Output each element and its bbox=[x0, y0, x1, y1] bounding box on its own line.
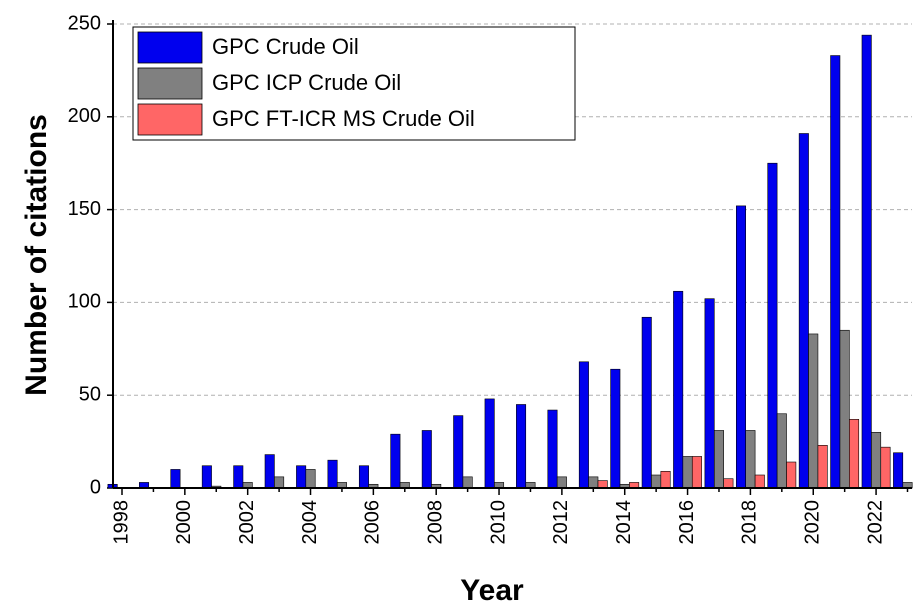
bar bbox=[484, 398, 495, 489]
bar bbox=[305, 469, 316, 489]
bar bbox=[786, 461, 797, 489]
bar bbox=[673, 290, 684, 489]
bar bbox=[798, 133, 809, 489]
bar bbox=[274, 476, 285, 489]
bar bbox=[691, 456, 702, 489]
x-tick-label: 2020 bbox=[802, 500, 824, 545]
bar bbox=[704, 298, 715, 489]
bar bbox=[839, 329, 850, 489]
bar bbox=[201, 465, 212, 489]
bar bbox=[893, 452, 904, 489]
bar bbox=[516, 404, 527, 489]
bar bbox=[264, 454, 275, 489]
legend: GPC Crude Oil GPC ICP Crude Oil GPC FT-ICR… bbox=[132, 26, 576, 141]
bar bbox=[808, 333, 819, 489]
y-axis-title: Number of citations bbox=[20, 114, 53, 396]
legend-label: GPC FT-ICR MS Crude Oil bbox=[212, 106, 475, 131]
x-tick-label: 1998 bbox=[110, 500, 132, 545]
x-tick-label: 2018 bbox=[739, 500, 761, 545]
bar bbox=[578, 361, 589, 489]
bar bbox=[682, 456, 693, 489]
bar bbox=[233, 465, 244, 489]
bar bbox=[817, 445, 828, 489]
legend-swatch bbox=[137, 67, 203, 100]
bar bbox=[754, 474, 765, 489]
y-tick-label: 150 bbox=[68, 198, 101, 220]
bar bbox=[713, 430, 724, 489]
bar bbox=[776, 413, 787, 489]
legend-swatch bbox=[137, 103, 203, 136]
bar bbox=[745, 430, 756, 489]
y-tick-label: 250 bbox=[68, 12, 101, 34]
bar bbox=[767, 162, 778, 489]
bar bbox=[651, 474, 662, 489]
x-tick-label: 2012 bbox=[550, 500, 572, 545]
x-tick-label: 2006 bbox=[362, 500, 384, 545]
y-tick-label: 100 bbox=[68, 291, 101, 313]
bar bbox=[588, 476, 599, 489]
bar bbox=[849, 419, 860, 489]
bar bbox=[296, 465, 307, 489]
bar bbox=[641, 316, 652, 489]
bar bbox=[830, 55, 841, 489]
bar bbox=[421, 430, 432, 489]
bar bbox=[390, 433, 401, 489]
y-tick-label: 200 bbox=[68, 105, 101, 127]
x-tick-label: 2000 bbox=[173, 500, 195, 545]
bar bbox=[597, 480, 608, 489]
bar bbox=[723, 478, 734, 489]
bar bbox=[358, 465, 369, 489]
legend-swatch bbox=[137, 31, 203, 64]
x-tick-label: 2008 bbox=[424, 500, 446, 545]
x-tick-label: 2002 bbox=[236, 500, 258, 545]
bar bbox=[871, 432, 882, 489]
legend-label: GPC Crude Oil bbox=[212, 34, 359, 59]
x-tick-label: 2010 bbox=[487, 500, 509, 545]
bar bbox=[170, 469, 181, 489]
x-tick-label: 2016 bbox=[676, 500, 698, 545]
x-axis-title: Year bbox=[460, 574, 524, 607]
bar bbox=[327, 459, 338, 489]
bar bbox=[547, 409, 558, 489]
y-tick-label: 0 bbox=[90, 476, 101, 498]
bar bbox=[660, 470, 671, 489]
bar bbox=[453, 415, 464, 489]
bar bbox=[880, 446, 891, 489]
x-tick-label: 2022 bbox=[864, 500, 886, 545]
bar bbox=[610, 368, 621, 489]
legend-label: GPC ICP Crude Oil bbox=[212, 70, 401, 95]
bar bbox=[462, 476, 473, 489]
y-tick-label: 50 bbox=[79, 383, 101, 405]
x-tick-label: 2014 bbox=[613, 500, 635, 545]
bar bbox=[556, 476, 567, 489]
bar bbox=[861, 34, 872, 489]
x-tick-label: 2004 bbox=[299, 500, 321, 545]
bar bbox=[735, 205, 746, 489]
legend-box bbox=[132, 26, 576, 141]
